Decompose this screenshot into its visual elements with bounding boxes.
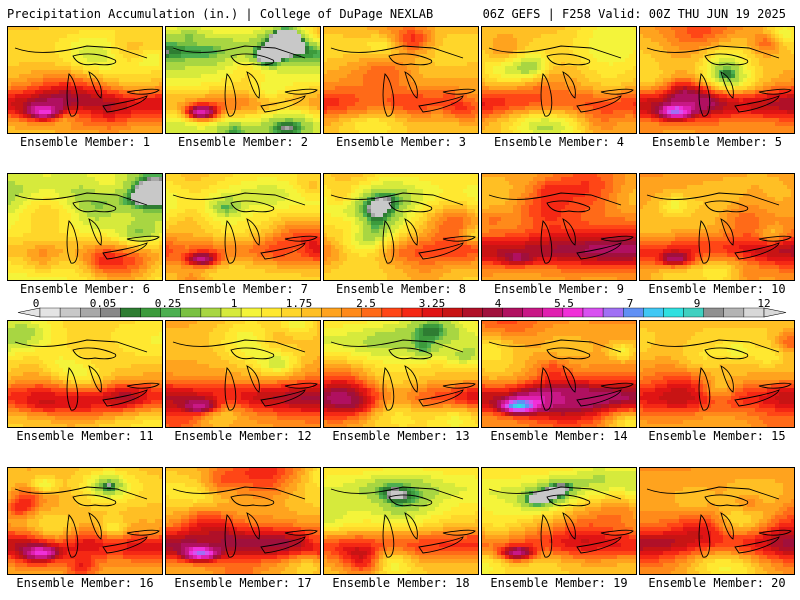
ensemble-map-panel	[7, 467, 163, 575]
ensemble-member-label: Ensemble Member: 11	[7, 429, 163, 443]
precip-map	[639, 467, 795, 575]
precip-map	[323, 320, 479, 428]
colorbar-swatch	[200, 307, 222, 318]
colorbar-tick-label: 7	[627, 297, 634, 310]
ensemble-member-label: Ensemble Member: 12	[165, 429, 321, 443]
ensemble-member-label: Ensemble Member: 2	[165, 135, 321, 149]
ensemble-member-label: Ensemble Member: 13	[323, 429, 479, 443]
precip-map	[639, 320, 795, 428]
colorbar-tick-label: 0.05	[90, 297, 117, 310]
colorbar-swatch	[723, 307, 745, 318]
precip-map	[639, 26, 795, 134]
colorbar-swatch	[261, 307, 282, 318]
ensemble-map-panel	[639, 26, 795, 134]
colorbar-swatch	[39, 307, 61, 318]
ensemble-member-label: Ensemble Member: 20	[639, 576, 795, 590]
ensemble-map-panel	[481, 320, 637, 428]
run-valid-time: 06Z GEFS | F258 Valid: 00Z THU JUN 19 20…	[483, 7, 786, 21]
ensemble-map-panel	[323, 173, 479, 281]
chart-title: Precipitation Accumulation (in.) | Colle…	[7, 7, 433, 21]
colorbar-tick-label: 4	[495, 297, 502, 310]
precip-map	[323, 26, 479, 134]
colorbar-tick-label: 3.25	[419, 297, 446, 310]
precip-map	[481, 26, 637, 134]
ensemble-map-panel	[639, 173, 795, 281]
ensemble-member-label: Ensemble Member: 9	[481, 282, 637, 296]
precip-map	[323, 467, 479, 575]
ensemble-member-label: Ensemble Member: 19	[481, 576, 637, 590]
precip-map	[481, 173, 637, 281]
ensemble-member-label: Ensemble Member: 3	[323, 135, 479, 149]
colorbar-tick-label: 12	[757, 297, 770, 310]
precip-map	[165, 467, 321, 575]
colorbar-tick-label: 0	[33, 297, 40, 310]
colorbar-swatch	[663, 307, 684, 318]
colorbar-swatch	[381, 307, 403, 318]
ensemble-map-panel	[481, 173, 637, 281]
ensemble-member-label: Ensemble Member: 5	[639, 135, 795, 149]
colorbar-swatch	[703, 307, 724, 318]
ensemble-member-label: Ensemble Member: 10	[639, 282, 795, 296]
colorbar-swatch	[240, 307, 262, 318]
ensemble-member-label: Ensemble Member: 7	[165, 282, 321, 296]
precip-map	[165, 26, 321, 134]
ensemble-member-label: Ensemble Member: 4	[481, 135, 637, 149]
precip-map	[481, 320, 637, 428]
colorbar-swatch	[321, 307, 342, 318]
ensemble-map-panel	[639, 320, 795, 428]
precip-map	[7, 320, 163, 428]
colorbar-swatch	[180, 307, 202, 318]
colorbar-swatch	[502, 307, 523, 318]
ensemble-member-label: Ensemble Member: 8	[323, 282, 479, 296]
ensemble-map-panel	[7, 26, 163, 134]
ensemble-member-label: Ensemble Member: 14	[481, 429, 637, 443]
colorbar-tick-label: 9	[694, 297, 701, 310]
ensemble-member-label: Ensemble Member: 15	[639, 429, 795, 443]
precip-map	[323, 173, 479, 281]
colorbar-swatch	[522, 307, 543, 318]
colorbar-tick-label: 5.5	[554, 297, 574, 310]
ensemble-map-panel	[481, 467, 637, 575]
ensemble-member-label: Ensemble Member: 17	[165, 576, 321, 590]
ensemble-map-panel	[165, 173, 321, 281]
colorbar-upper-arrow	[763, 307, 787, 318]
colorbar-swatch	[59, 307, 81, 318]
ensemble-map-panel	[323, 320, 479, 428]
ensemble-map-panel	[323, 467, 479, 575]
ensemble-map-panel	[165, 320, 321, 428]
ensemble-member-label: Ensemble Member: 16	[7, 576, 163, 590]
colorbar-tick-label: 1	[231, 297, 238, 310]
ensemble-map-panel	[7, 320, 163, 428]
precip-map	[481, 467, 637, 575]
colorbar-swatch	[582, 307, 604, 318]
precip-map	[7, 467, 163, 575]
colorbar-tick-label: 2.5	[356, 297, 376, 310]
precip-map	[7, 173, 163, 281]
colorbar-tick-label: 0.25	[155, 297, 182, 310]
ensemble-member-label: Ensemble Member: 6	[7, 282, 163, 296]
colorbar-swatch	[602, 307, 624, 318]
ensemble-member-label: Ensemble Member: 1	[7, 135, 163, 149]
precip-map	[165, 320, 321, 428]
colorbar-swatch	[120, 307, 141, 318]
colorbar-swatch	[643, 307, 664, 318]
ensemble-map-panel	[165, 467, 321, 575]
ensemble-map-panel	[165, 26, 321, 134]
precip-map	[639, 173, 795, 281]
precip-map	[165, 173, 321, 281]
ensemble-map-panel	[7, 173, 163, 281]
ensemble-map-panel	[323, 26, 479, 134]
precip-map	[7, 26, 163, 134]
colorbar-tick-label: 1.75	[286, 297, 313, 310]
precip-colorbar	[17, 307, 787, 318]
ensemble-map-panel	[639, 467, 795, 575]
ensemble-map-panel	[481, 26, 637, 134]
colorbar-swatch	[462, 307, 483, 318]
ensemble-member-label: Ensemble Member: 18	[323, 576, 479, 590]
